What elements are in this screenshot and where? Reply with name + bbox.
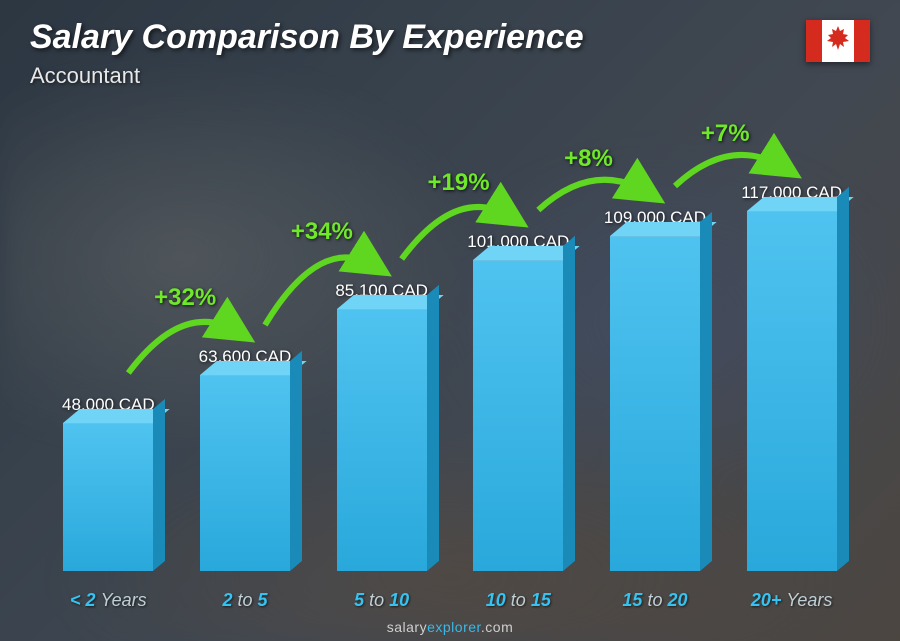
x-axis-label: 2 to 5 [190,590,300,611]
increase-pct-label: +7% [701,120,750,148]
bar [747,211,837,571]
bar-group: 101,000 CAD [463,232,573,571]
brand-post: .com [481,619,513,635]
brand-accent: explorer [427,619,481,635]
bar-group: 85,100 CAD [327,281,437,571]
chart-title: Salary Comparison By Experience [30,18,584,57]
footer-brand: salaryexplorer.com [0,619,900,635]
x-axis-label: < 2 Years [53,590,163,611]
brand-pre: salary [387,619,427,635]
bar [63,423,153,571]
chart-header: Salary Comparison By Experience Accounta… [30,18,584,89]
increase-pct-label: +19% [428,169,490,197]
x-axis-label: 10 to 15 [463,590,573,611]
bar [200,375,290,571]
x-axis: < 2 Years 2 to 5 5 to 10 10 to 15 15 to 20 20… [40,590,860,611]
increase-pct-label: +8% [564,145,613,173]
bar-group: 109,000 CAD [600,208,710,571]
x-axis-label: 15 to 20 [600,590,710,611]
bar-group: 48,000 CAD [53,395,163,571]
bar [473,260,563,571]
bar [337,309,427,571]
canada-flag-icon [806,20,870,62]
x-axis-label: 5 to 10 [327,590,437,611]
increase-pct-label: +34% [291,218,353,246]
bar-chart: 48,000 CAD63,600 CAD85,100 CAD101,000 CA… [40,111,860,571]
bar [610,236,700,571]
chart-subtitle: Accountant [30,63,584,89]
bar-group: 63,600 CAD [190,347,300,571]
increase-pct-label: +32% [154,284,216,312]
x-axis-label: 20+ Years [737,590,847,611]
bar-group: 117,000 CAD [737,183,847,571]
